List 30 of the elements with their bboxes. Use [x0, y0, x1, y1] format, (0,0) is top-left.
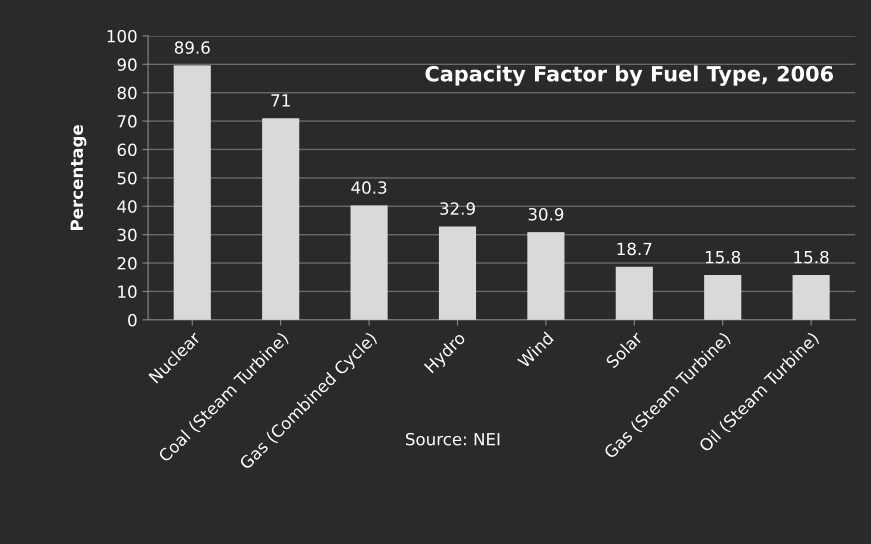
data-label: 32.9 — [440, 202, 475, 215]
bar — [704, 275, 742, 320]
data-label: 18.7 — [618, 242, 652, 256]
y-tick-label: 10 — [118, 285, 137, 298]
y-tick-label: 80 — [118, 86, 137, 100]
bar — [350, 205, 388, 320]
bar — [262, 118, 300, 320]
y-tick-label: 100 — [108, 30, 137, 42]
y-tick-label: 50 — [118, 172, 137, 184]
bar — [616, 266, 653, 320]
data-label: 30.9 — [528, 208, 564, 221]
y-tick-label: 40 — [117, 200, 137, 213]
y-axis-title: Percentage — [70, 125, 86, 230]
data-label: 40.3 — [351, 181, 386, 194]
source-note: Source: NEI — [406, 432, 500, 446]
y-tick-label: 90 — [117, 58, 137, 71]
data-label: 71 — [271, 94, 290, 106]
y-tick-label: 60 — [118, 143, 137, 156]
bar — [174, 65, 211, 320]
y-tick-label: 0 — [128, 314, 137, 326]
data-label: 15.8 — [794, 250, 829, 264]
data-label: 89.6 — [174, 41, 210, 54]
bar — [527, 232, 564, 320]
data-label: 15.8 — [706, 250, 740, 264]
y-tick-label: 30 — [118, 228, 137, 242]
bar — [438, 226, 476, 320]
y-tick-label: 70 — [118, 115, 137, 128]
text: Capacity Factor by Fuel Type, 2006 — [426, 65, 833, 86]
y-tick-label: 20 — [118, 257, 137, 270]
bar — [792, 275, 830, 320]
